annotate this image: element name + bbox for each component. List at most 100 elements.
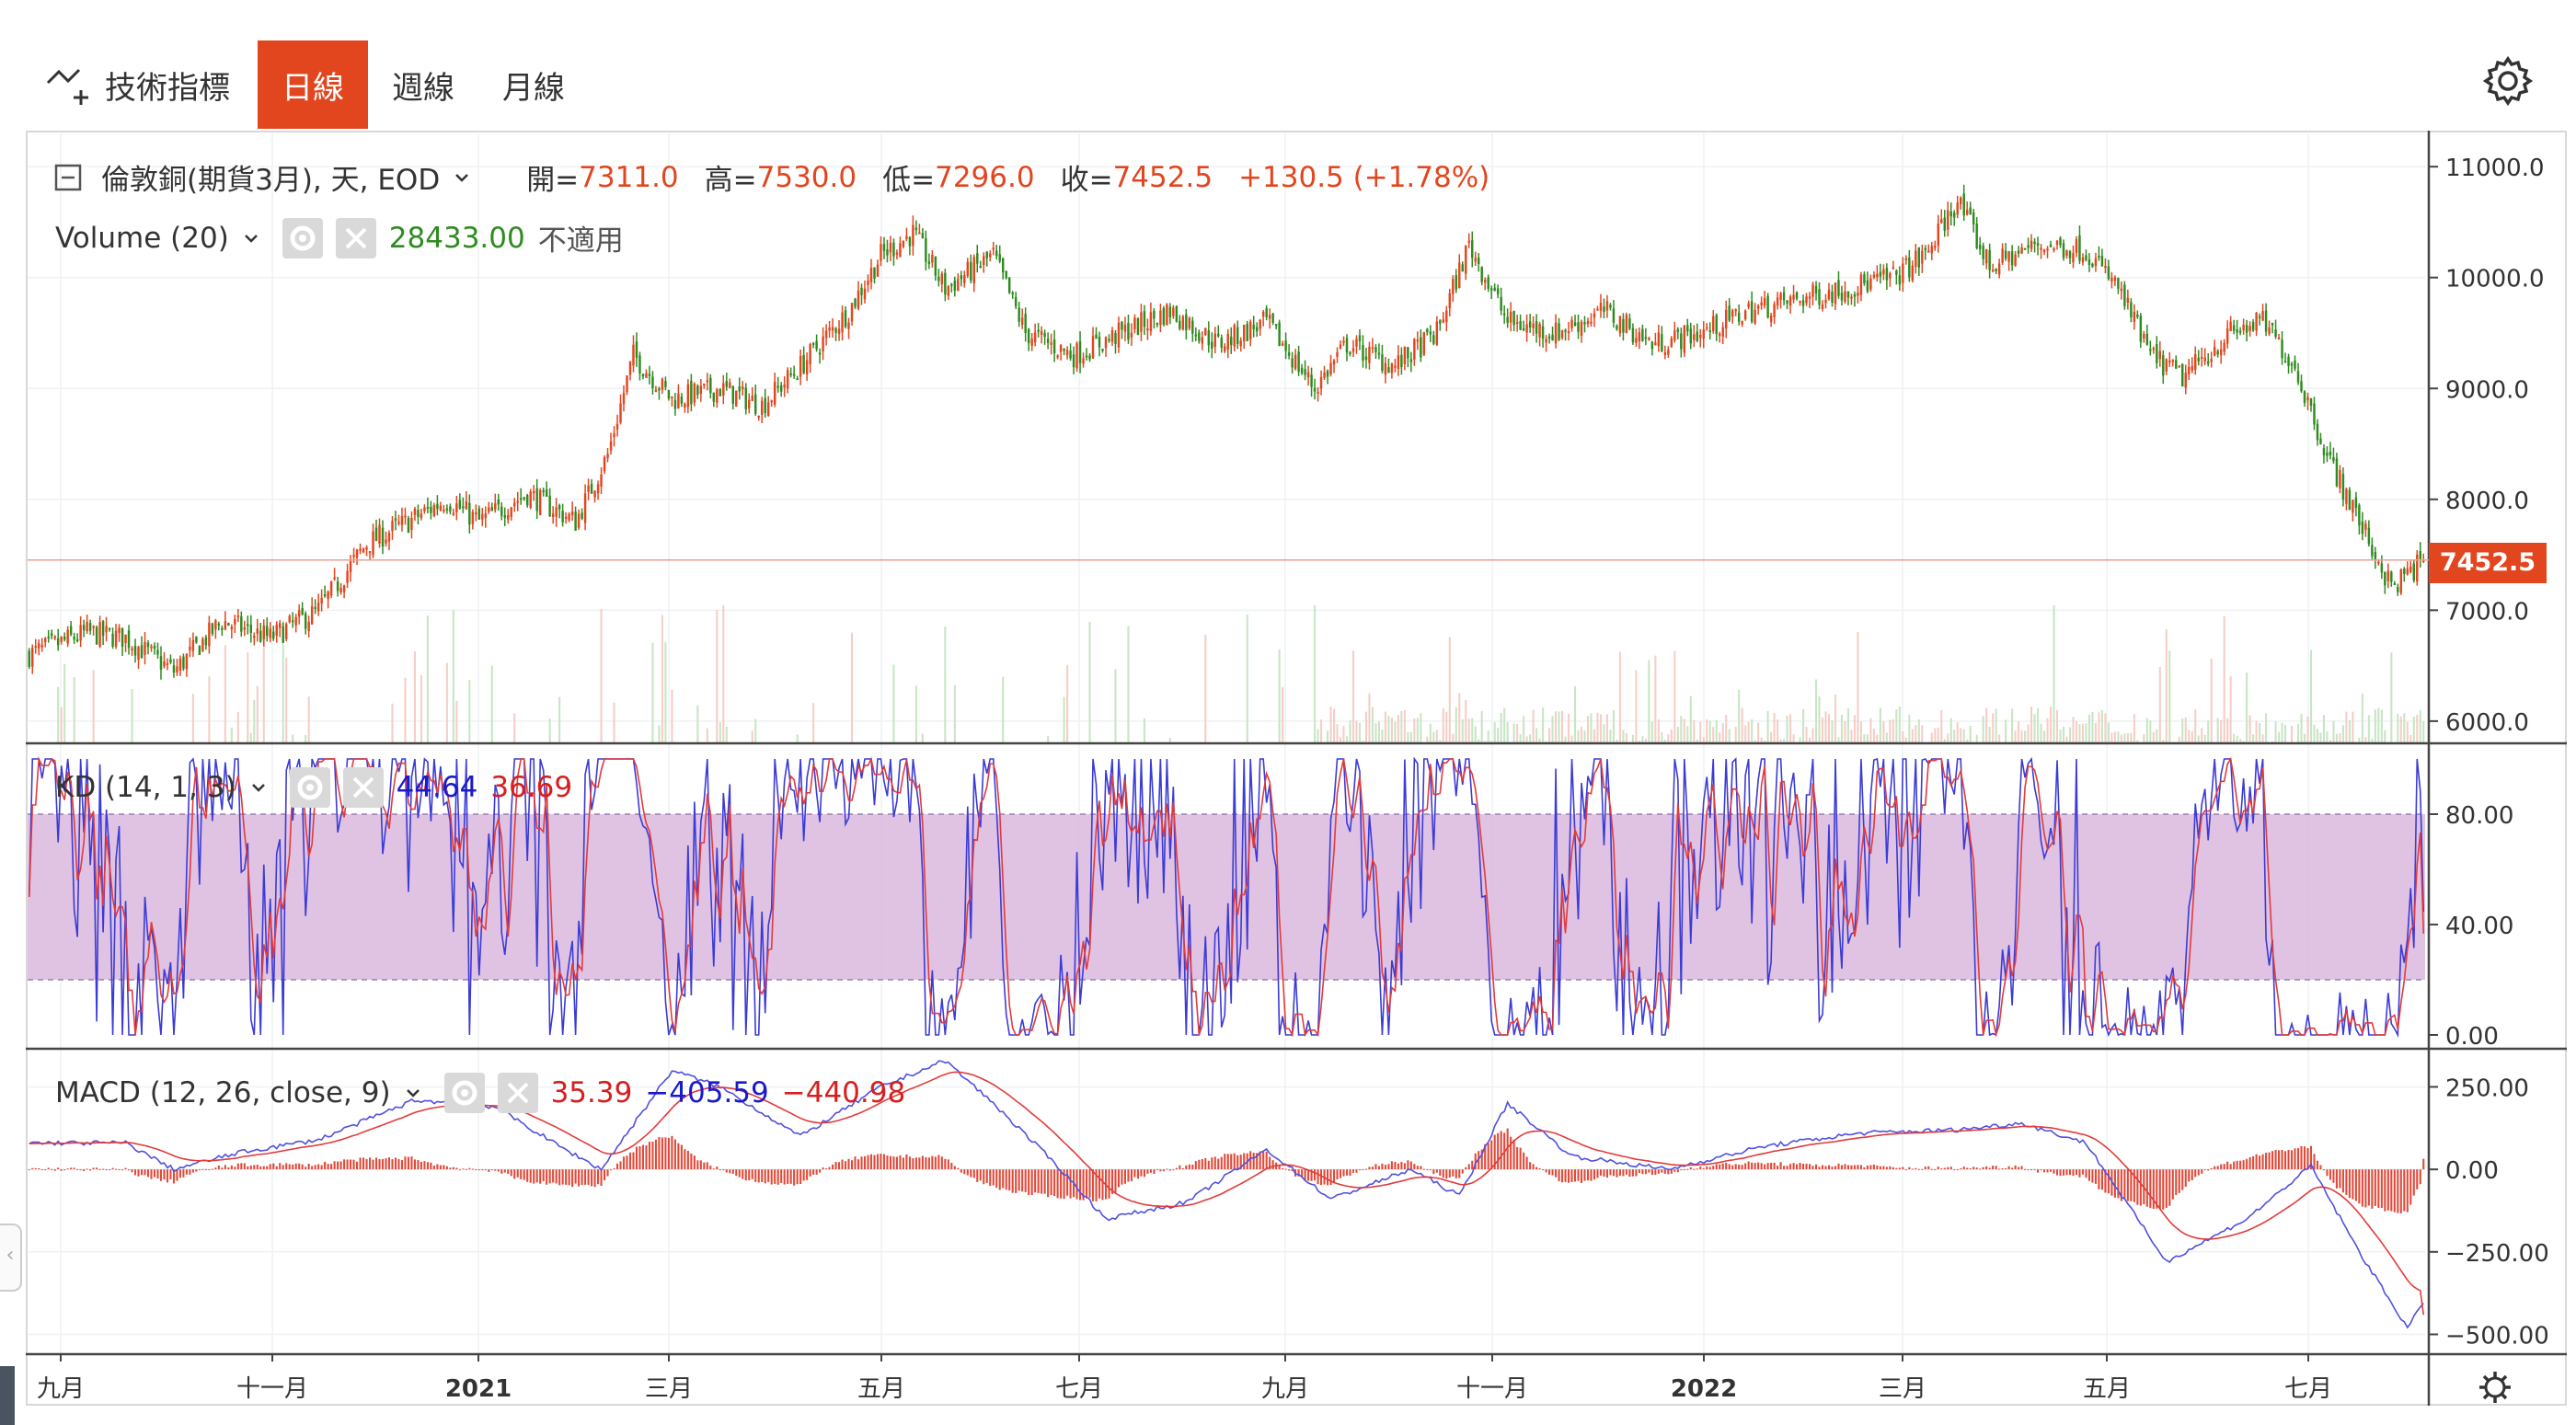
kd-tick-label: 0.00 xyxy=(2445,1023,2499,1051)
macd-hist-bar xyxy=(1721,1163,1724,1170)
kd-settings-button[interactable] xyxy=(289,767,330,808)
macd-hist-bar xyxy=(1407,1160,1409,1170)
macd-hist-bar xyxy=(1605,1169,1609,1178)
macd-hist-bar xyxy=(886,1155,889,1170)
volume-bar xyxy=(1814,679,1818,743)
candle-body xyxy=(1927,250,1930,253)
kd-remove-button[interactable] xyxy=(342,767,384,808)
volume-bar xyxy=(1635,670,1638,743)
macd-hist-bar xyxy=(1439,1169,1442,1176)
candle-body xyxy=(40,644,43,648)
macd-hist-bar xyxy=(2403,1169,2406,1212)
macd-hist-bar xyxy=(1034,1169,1037,1193)
macd-hist-bar xyxy=(2091,1169,2094,1183)
candle-body xyxy=(667,389,671,399)
candle-body xyxy=(1947,210,1949,230)
chevron-down-icon[interactable] xyxy=(404,1084,422,1102)
tab-monthly[interactable]: 月線 xyxy=(478,40,589,129)
macd-hist-bar xyxy=(2113,1169,2116,1198)
macd-hist-bar xyxy=(2046,1169,2049,1173)
volume-settings-button[interactable] xyxy=(282,217,323,259)
candle-body xyxy=(503,515,506,518)
macd-hist-bar xyxy=(1683,1169,1685,1171)
macd-hist-bar xyxy=(940,1156,943,1170)
macd-hist-bar xyxy=(1789,1164,1792,1170)
macd-hist-bar xyxy=(346,1159,349,1170)
macd-hist-bar xyxy=(1738,1164,1741,1170)
candle-body xyxy=(841,312,844,333)
collapse-icon[interactable] xyxy=(53,163,83,192)
macd-hist-bar xyxy=(578,1169,581,1187)
macd-hist-bar xyxy=(1796,1164,1799,1170)
candle-body xyxy=(744,387,747,409)
candle-body xyxy=(2042,249,2046,253)
macd-hist-bar xyxy=(330,1164,333,1170)
volume-bar xyxy=(1648,660,1650,743)
macd-hist-bar xyxy=(1934,1168,1937,1170)
candle-body xyxy=(50,633,53,637)
candle-body xyxy=(2335,458,2339,487)
volume-bar xyxy=(1641,736,1644,743)
candle-body xyxy=(1175,305,1179,322)
volume-bar xyxy=(1818,696,1821,743)
indicators-button[interactable]: 技術指標 xyxy=(26,40,248,129)
volume-bar xyxy=(1570,735,1573,743)
macd-tick-label: 0.00 xyxy=(2445,1157,2499,1185)
volume-bar xyxy=(2290,725,2294,743)
candle-body xyxy=(1876,273,1879,278)
axis-settings-gear-icon[interactable] xyxy=(2479,1372,2511,1403)
macd-hist-bar xyxy=(407,1156,410,1170)
candle-body xyxy=(725,381,729,387)
candle-body xyxy=(1577,322,1580,332)
tab-weekly[interactable]: 週線 xyxy=(368,40,478,129)
side-panel-handle[interactable]: ‹ xyxy=(0,1224,22,1292)
candle-body xyxy=(1121,321,1123,330)
macd-hist-bar xyxy=(603,1169,606,1181)
volume-bar xyxy=(812,703,815,743)
candle-body xyxy=(320,597,323,603)
candle-body xyxy=(1043,333,1046,338)
candle-body xyxy=(1063,348,1065,351)
macd-hist-bar xyxy=(1949,1166,1952,1170)
macd-hist-bar xyxy=(622,1156,626,1170)
macd-hist-bar xyxy=(1243,1153,1246,1170)
candle-body xyxy=(169,659,172,663)
volume-bar xyxy=(1577,730,1580,743)
macd-hist-bar xyxy=(146,1169,150,1178)
volume-bar xyxy=(1362,741,1364,743)
macd-hist-bar xyxy=(1304,1169,1306,1180)
volume-bar xyxy=(2033,714,2036,743)
macd-remove-button[interactable] xyxy=(497,1073,538,1113)
candle-body xyxy=(583,493,587,523)
volume-bar xyxy=(2027,724,2030,743)
volume-bar xyxy=(2165,629,2168,743)
chevron-down-icon[interactable] xyxy=(242,229,260,247)
macd-hist-bar xyxy=(1117,1169,1121,1188)
candle-body xyxy=(2406,568,2409,575)
volume-bar xyxy=(1432,731,1435,743)
volume-bar xyxy=(1876,734,1879,743)
candle-body xyxy=(2219,349,2223,356)
macd-hist-bar xyxy=(2296,1148,2300,1170)
macd-hist-bar xyxy=(1429,1169,1432,1171)
volume-bar xyxy=(716,609,719,743)
volume-bar xyxy=(1792,734,1795,743)
chevron-down-icon[interactable] xyxy=(249,778,268,797)
tab-daily[interactable]: 日線 xyxy=(258,40,368,129)
macd-hist-bar xyxy=(156,1169,159,1179)
macd-hist-bar xyxy=(462,1168,465,1170)
open-value: 7311.0 xyxy=(579,160,679,194)
chevron-down-icon[interactable] xyxy=(453,168,471,187)
volume-bar xyxy=(1947,733,1949,743)
macd-hist-bar xyxy=(1002,1169,1005,1189)
candle-body xyxy=(1959,197,1962,204)
volume-remove-button[interactable] xyxy=(335,217,376,259)
macd-settings-button[interactable] xyxy=(443,1073,485,1113)
gear-icon[interactable] xyxy=(2482,55,2534,107)
macd-hist-bar xyxy=(1123,1169,1127,1184)
volume-bar xyxy=(2348,719,2351,743)
candle-body xyxy=(2113,277,2117,282)
candle-body xyxy=(1445,310,1448,323)
macd-tick-label: −500.00 xyxy=(2445,1322,2549,1350)
